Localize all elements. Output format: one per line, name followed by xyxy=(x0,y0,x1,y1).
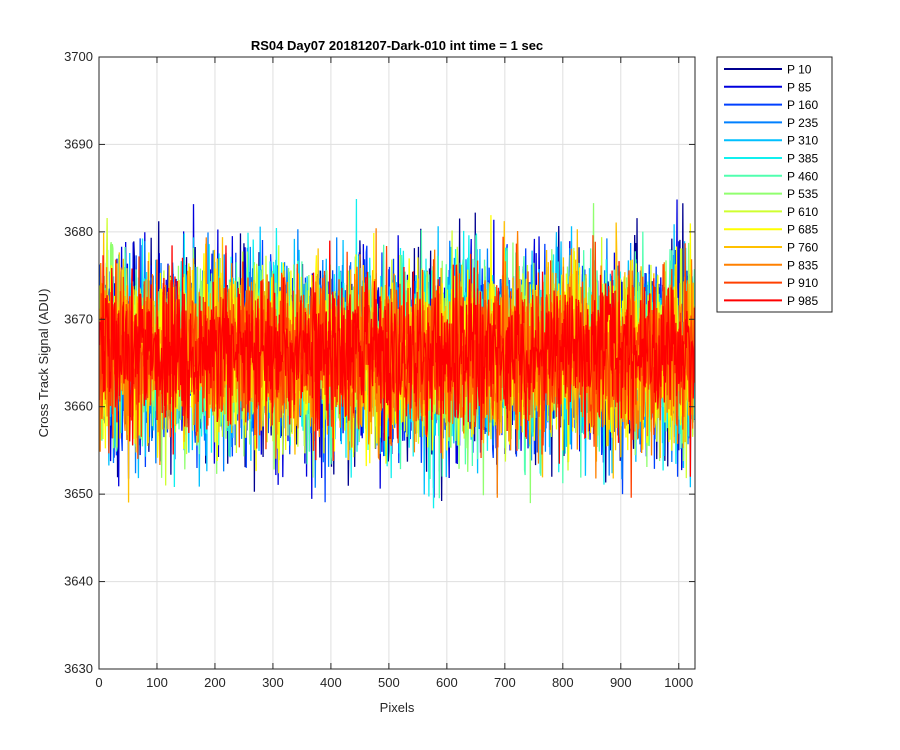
x-tick-label: 400 xyxy=(320,675,342,690)
legend-entry: P 535 xyxy=(724,187,818,201)
legend-entry: P 835 xyxy=(724,258,818,272)
legend-label: P 235 xyxy=(787,116,818,130)
legend-entry: P 610 xyxy=(724,205,818,219)
x-tick-label: 800 xyxy=(552,675,574,690)
legend-label: P 760 xyxy=(787,241,818,255)
y-tick-label: 3680 xyxy=(64,224,93,239)
x-tick-label: 200 xyxy=(204,675,226,690)
legend-label: P 685 xyxy=(787,223,818,237)
y-tick-label: 3630 xyxy=(64,661,93,676)
x-tick-label: 600 xyxy=(436,675,458,690)
legend-label: P 910 xyxy=(787,276,818,290)
y-tick-label: 3640 xyxy=(64,574,93,589)
legend-label: P 10 xyxy=(787,63,812,77)
axis-ticks: 0 100 200 300 400 500 600 700 800 900 1000 3630 3640… xyxy=(64,49,695,690)
y-tick-label: 3700 xyxy=(64,49,93,64)
legend-entry: P 985 xyxy=(724,294,818,308)
legend-label: P 535 xyxy=(787,187,818,201)
legend-entry: P 160 xyxy=(724,98,818,112)
x-tick-label: 1000 xyxy=(664,675,693,690)
legend-label: P 985 xyxy=(787,294,818,308)
legend: P 10 P 85 P 160 P 235 P 310 P 385 P 460 P 535 P … xyxy=(716,56,833,313)
x-tick-label: 900 xyxy=(610,675,632,690)
legend-entry: P 685 xyxy=(724,223,818,237)
x-tick-label: 100 xyxy=(146,675,168,690)
legend-label: P 85 xyxy=(787,80,812,94)
x-tick-label: 0 xyxy=(95,675,102,690)
legend-entry: P 85 xyxy=(724,80,812,94)
legend-label: P 160 xyxy=(787,98,818,112)
x-tick-label: 300 xyxy=(262,675,284,690)
y-axis-label: Cross Track Signal (ADU) xyxy=(36,289,51,438)
legend-entry: P 235 xyxy=(724,116,818,130)
legend-label: P 610 xyxy=(787,205,818,219)
x-tick-label: 500 xyxy=(378,675,400,690)
y-tick-label: 3670 xyxy=(64,311,93,326)
legend-box xyxy=(716,56,833,313)
legend-entry: P 760 xyxy=(724,241,818,255)
legend-label: P 385 xyxy=(787,152,818,166)
series-lines xyxy=(99,198,695,509)
legend-entry: P 910 xyxy=(724,276,818,290)
series-line-p-910 xyxy=(99,235,695,498)
chart-title: RS04 Day07 20181207-Dark-010 int time = … xyxy=(251,38,543,53)
legend-entry: P 385 xyxy=(724,152,818,166)
legend-entry: P 460 xyxy=(724,169,818,183)
y-tick-label: 3690 xyxy=(64,136,93,151)
x-axis-label: Pixels xyxy=(380,700,415,715)
y-tick-label: 3650 xyxy=(64,486,93,501)
x-tick-label: 700 xyxy=(494,675,516,690)
legend-label: P 310 xyxy=(787,134,818,148)
plot-frame xyxy=(98,56,696,670)
legend-label: P 835 xyxy=(787,258,818,272)
y-tick-label: 3660 xyxy=(64,399,93,414)
legend-entry: P 10 xyxy=(724,63,812,77)
legend-entry: P 310 xyxy=(724,134,818,148)
series-line-p-985 xyxy=(99,240,695,477)
legend-label: P 460 xyxy=(787,169,818,183)
